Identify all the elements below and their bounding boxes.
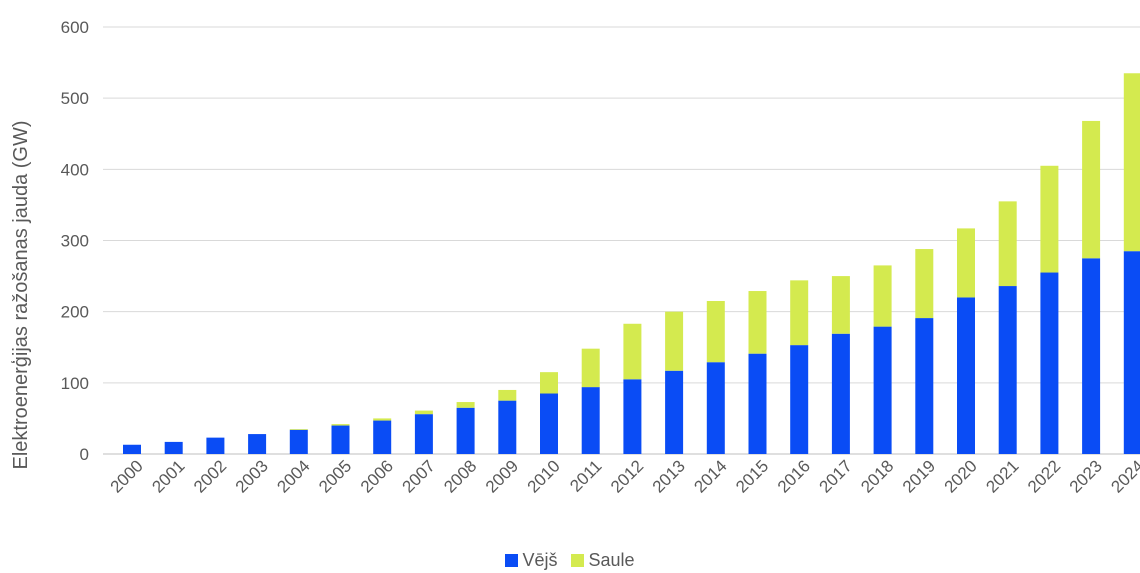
legend-label-solar: Saule <box>588 550 634 571</box>
bar-wind <box>790 345 808 454</box>
bar-wind <box>373 421 391 454</box>
y-tick-label: 100 <box>61 374 89 393</box>
gridlines <box>103 27 1140 454</box>
bar-wind <box>582 387 600 454</box>
x-tick-label: 2015 <box>732 456 772 496</box>
bar-wind <box>290 430 308 454</box>
bar-wind <box>874 327 892 454</box>
bar-solar <box>623 324 641 380</box>
bar-chart: 0 100 200 300 400 500 600 2000 2001 2002 2003 2004… <box>0 0 1140 548</box>
x-tick-label: 2008 <box>440 456 480 496</box>
bar-solar <box>457 402 475 408</box>
bar-wind <box>1124 251 1140 454</box>
bar-wind <box>832 334 850 454</box>
bar-wind <box>915 318 933 454</box>
bar-wind <box>457 408 475 454</box>
bar-solar <box>1124 73 1140 251</box>
bar-wind <box>665 371 683 454</box>
bar-wind <box>498 401 516 454</box>
legend-swatch-solar <box>571 554 584 567</box>
x-tick-label: 2018 <box>857 456 897 496</box>
bar-wind <box>123 445 141 454</box>
bar-wind <box>957 297 975 454</box>
bar-wind <box>749 354 767 454</box>
legend: Vējš Saule <box>0 548 1140 572</box>
x-tick-label: 2011 <box>566 456 605 495</box>
bar-wind <box>415 414 433 454</box>
bar-solar <box>665 312 683 371</box>
x-tick-label: 2001 <box>148 456 188 496</box>
bar-solar <box>332 424 350 425</box>
bar-solar <box>999 201 1017 286</box>
bar-wind <box>623 379 641 454</box>
x-tick-label: 2020 <box>941 456 981 496</box>
x-tick-label: 2009 <box>482 456 522 496</box>
bar-wind <box>999 286 1017 454</box>
x-tick-label: 2021 <box>982 456 1022 496</box>
x-tick-label: 2017 <box>816 456 856 496</box>
legend-label-wind: Vējš <box>522 550 557 571</box>
x-tick-label: 2016 <box>774 456 814 496</box>
y-tick-label: 400 <box>61 160 89 179</box>
x-tick-label: 2004 <box>273 456 313 496</box>
bar-solar <box>915 249 933 318</box>
x-tick-label: 2024 <box>1107 456 1140 496</box>
x-tick-label: 2023 <box>1066 456 1106 496</box>
bar-wind <box>707 362 725 454</box>
bar-solar <box>957 228 975 297</box>
bar-wind <box>248 434 266 454</box>
x-tick-label: 2014 <box>690 456 730 496</box>
x-tick-label: 2010 <box>524 456 564 496</box>
bar-solar <box>707 301 725 362</box>
x-tick-label: 2007 <box>399 456 439 496</box>
bar-solar <box>373 418 391 420</box>
bar-solar <box>498 390 516 401</box>
y-tick-label: 0 <box>80 445 89 464</box>
x-tick-label: 2022 <box>1024 456 1064 496</box>
legend-item-wind: Vējš <box>505 550 557 571</box>
bar-wind <box>332 426 350 454</box>
x-tick-label: 2003 <box>232 456 272 496</box>
legend-item-solar: Saule <box>571 550 634 571</box>
y-tick-label: 600 <box>61 18 89 37</box>
x-tick-label: 2019 <box>899 456 939 496</box>
bar-solar <box>874 265 892 326</box>
x-tick-label: 2013 <box>649 456 689 496</box>
bar-solar <box>582 349 600 387</box>
x-axis-ticks: 2000 2001 2002 2003 2004 2005 2006 2007 2008 2009… <box>107 456 1140 496</box>
y-axis-title: Elektroenerģijas ražošanas jauda (GW) <box>10 120 32 469</box>
y-axis-ticks: 0 100 200 300 400 500 600 <box>61 18 89 464</box>
bar-solar <box>790 280 808 345</box>
y-tick-label: 500 <box>61 89 89 108</box>
bars <box>123 73 1140 454</box>
bar-solar <box>1040 166 1058 273</box>
x-tick-label: 2006 <box>357 456 397 496</box>
y-tick-label: 200 <box>61 303 89 322</box>
bar-wind <box>1082 258 1100 454</box>
bar-solar <box>832 276 850 334</box>
bar-wind <box>1040 273 1058 454</box>
bar-wind <box>206 438 224 454</box>
bar-solar <box>290 429 308 430</box>
bar-wind <box>540 394 558 454</box>
x-tick-label: 2005 <box>315 456 355 496</box>
bar-solar <box>415 411 433 415</box>
x-tick-label: 2002 <box>190 456 230 496</box>
legend-swatch-wind <box>505 554 518 567</box>
bar-solar <box>749 291 767 354</box>
bar-solar <box>540 372 558 393</box>
x-tick-label: 2012 <box>607 456 647 496</box>
bar-solar <box>1082 121 1100 258</box>
bar-wind <box>165 442 183 454</box>
x-tick-label: 2000 <box>107 456 147 496</box>
y-tick-label: 300 <box>61 232 89 251</box>
